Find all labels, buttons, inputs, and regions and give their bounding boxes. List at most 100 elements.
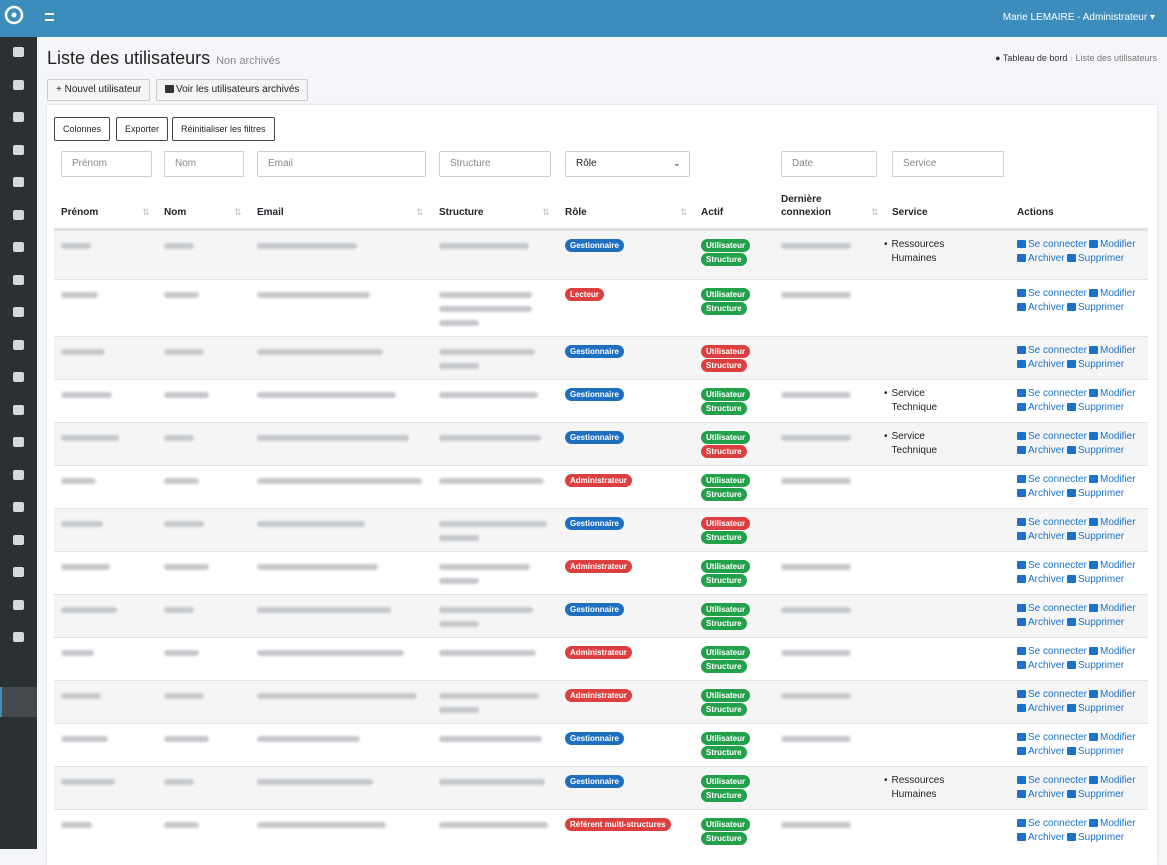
action-link[interactable]: Archiver: [1017, 832, 1065, 843]
action-link[interactable]: Se connecter: [1017, 345, 1087, 356]
action-link[interactable]: Archiver: [1017, 302, 1065, 313]
subtitle: Non archivés: [216, 55, 281, 67]
action-link[interactable]: Modifier: [1089, 689, 1136, 700]
action-link[interactable]: Supprimer: [1067, 445, 1124, 456]
crumb-link[interactable]: Tableau de bord: [1002, 53, 1068, 63]
action-link[interactable]: Se connecter: [1017, 431, 1087, 442]
action-link[interactable]: Supprimer: [1067, 832, 1124, 843]
action-link[interactable]: Supprimer: [1067, 359, 1124, 370]
sidebar-item[interactable]: [13, 469, 24, 480]
action-link[interactable]: Modifier: [1089, 646, 1136, 657]
action-link[interactable]: Archiver: [1017, 789, 1065, 800]
action-link[interactable]: Supprimer: [1067, 574, 1124, 585]
action-link[interactable]: Modifier: [1089, 345, 1136, 356]
action-link[interactable]: Supprimer: [1067, 789, 1124, 800]
action-link[interactable]: Supprimer: [1067, 253, 1124, 264]
action-link[interactable]: Supprimer: [1067, 660, 1124, 671]
sidebar-item[interactable]: [13, 534, 24, 545]
toolbar-button[interactable]: Exporter: [116, 117, 169, 141]
action-link[interactable]: Modifier: [1089, 603, 1136, 614]
sidebar-item[interactable]: [13, 437, 24, 447]
user-menu[interactable]: Marie LEMAIRE - Administrateur ▾: [1002, 12, 1155, 23]
action-link[interactable]: Archiver: [1017, 703, 1065, 714]
action-link[interactable]: Supprimer: [1067, 488, 1124, 499]
logo[interactable]: [0, 0, 37, 37]
action-link[interactable]: Se connecter: [1017, 646, 1087, 657]
action-link[interactable]: Supprimer: [1067, 302, 1124, 313]
sort-icon[interactable]: ⇅: [680, 207, 688, 217]
action-link[interactable]: Se connecter: [1017, 388, 1087, 399]
action-link[interactable]: Archiver: [1017, 253, 1065, 264]
filter-input[interactable]: Rôle ⌄: [565, 151, 690, 177]
sort-icon[interactable]: ⇅: [871, 207, 879, 217]
sidebar-item[interactable]: [13, 144, 24, 155]
sort-icon[interactable]: ⇅: [234, 207, 242, 217]
action-link[interactable]: Modifier: [1089, 431, 1136, 442]
action-link[interactable]: Supprimer: [1067, 703, 1124, 714]
action-link[interactable]: Se connecter: [1017, 689, 1087, 700]
action-link[interactable]: Archiver: [1017, 402, 1065, 413]
action-link[interactable]: Archiver: [1017, 445, 1065, 456]
archived-button[interactable]: Voir les utilisateurs archivés: [156, 79, 309, 101]
filter-input[interactable]: Nom: [164, 151, 244, 177]
sidebar-item[interactable]: [13, 274, 24, 285]
sort-icon[interactable]: ⇅: [542, 207, 550, 217]
action-link[interactable]: Se connecter: [1017, 517, 1087, 528]
toolbar-button[interactable]: Colonnes: [54, 117, 111, 141]
filter-input[interactable]: Service: [892, 151, 1004, 177]
action-link[interactable]: Modifier: [1089, 474, 1136, 485]
action-link[interactable]: Supprimer: [1067, 746, 1124, 757]
sort-icon[interactable]: ⇅: [142, 207, 150, 217]
action-link[interactable]: Archiver: [1017, 531, 1065, 542]
sidebar-item[interactable]: [13, 567, 24, 577]
action-link[interactable]: Se connecter: [1017, 560, 1087, 571]
action-link[interactable]: Archiver: [1017, 617, 1065, 628]
action-link[interactable]: Modifier: [1089, 517, 1136, 528]
action-link[interactable]: Se connecter: [1017, 775, 1087, 786]
menu-toggle[interactable]: [45, 13, 54, 21]
action-icon: [1017, 833, 1026, 841]
filter-input[interactable]: Email: [257, 151, 426, 177]
action-link[interactable]: Modifier: [1089, 775, 1136, 786]
sidebar-item[interactable]: [13, 209, 24, 220]
action-link[interactable]: Supprimer: [1067, 402, 1124, 413]
sidebar-item[interactable]: [13, 177, 24, 187]
toolbar-button[interactable]: Réinitialiser les filtres: [172, 117, 275, 141]
action-link[interactable]: Se connecter: [1017, 474, 1087, 485]
action-link[interactable]: Se connecter: [1017, 239, 1087, 250]
sidebar-item[interactable]: [13, 404, 24, 415]
action-link[interactable]: Archiver: [1017, 660, 1065, 671]
sidebar-item[interactable]: [13, 79, 24, 90]
sidebar-item[interactable]: [13, 112, 24, 122]
action-link[interactable]: Modifier: [1089, 560, 1136, 571]
sidebar-item[interactable]: [13, 307, 24, 317]
action-link[interactable]: Archiver: [1017, 359, 1065, 370]
action-link[interactable]: Modifier: [1089, 388, 1136, 399]
action-link[interactable]: Modifier: [1089, 288, 1136, 299]
action-link[interactable]: Archiver: [1017, 574, 1065, 585]
sidebar-item[interactable]: [13, 339, 24, 350]
action-link[interactable]: Supprimer: [1067, 617, 1124, 628]
sort-icon[interactable]: ⇅: [416, 207, 424, 217]
filter-input[interactable]: Structure: [439, 151, 551, 177]
sidebar-item[interactable]: [13, 47, 24, 57]
action-link[interactable]: Se connecter: [1017, 288, 1087, 299]
action-link[interactable]: Archiver: [1017, 746, 1065, 757]
action-link[interactable]: Se connecter: [1017, 818, 1087, 829]
action-icon: [1017, 661, 1026, 669]
sidebar-item[interactable]: [13, 599, 24, 610]
action-link[interactable]: Modifier: [1089, 818, 1136, 829]
sidebar-item[interactable]: [13, 632, 24, 642]
action-link[interactable]: Supprimer: [1067, 531, 1124, 542]
new-user-button[interactable]: + Nouvel utilisateur: [47, 79, 151, 101]
sidebar-item[interactable]: [13, 372, 24, 382]
action-link[interactable]: Se connecter: [1017, 732, 1087, 743]
action-link[interactable]: Se connecter: [1017, 603, 1087, 614]
filter-input[interactable]: Date: [781, 151, 877, 177]
sidebar-item[interactable]: [13, 502, 24, 512]
action-link[interactable]: Archiver: [1017, 488, 1065, 499]
filter-input[interactable]: Prénom: [61, 151, 152, 177]
action-link[interactable]: Modifier: [1089, 732, 1136, 743]
action-link[interactable]: Modifier: [1089, 239, 1136, 250]
sidebar-item[interactable]: [13, 242, 24, 252]
